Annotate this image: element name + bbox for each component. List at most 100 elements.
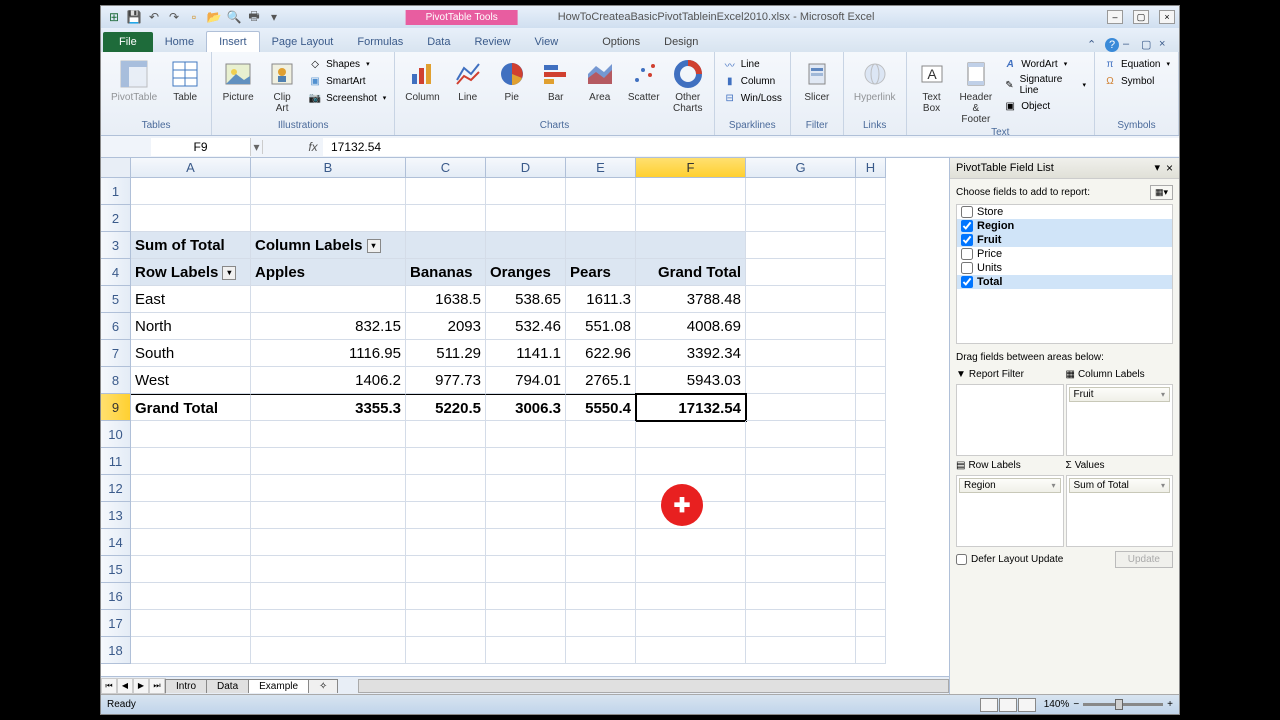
minimize-button[interactable]: – <box>1107 10 1123 24</box>
row-header[interactable]: 10 <box>101 421 131 448</box>
textbox-button[interactable]: AText Box <box>913 56 951 116</box>
normal-view-button[interactable] <box>980 698 998 712</box>
cell[interactable] <box>636 475 746 502</box>
field-item[interactable]: Units <box>957 261 1172 275</box>
cell[interactable] <box>856 232 886 259</box>
column-header[interactable]: H <box>856 158 886 178</box>
page-layout-view-button[interactable] <box>999 698 1017 712</box>
cell[interactable] <box>856 637 886 664</box>
cell[interactable]: 1116.95 <box>251 340 406 367</box>
cell[interactable] <box>746 286 856 313</box>
cell[interactable] <box>746 421 856 448</box>
cell[interactable] <box>486 556 566 583</box>
cell[interactable] <box>746 340 856 367</box>
minimize-ribbon-icon[interactable]: ⌃ <box>1087 38 1101 52</box>
row-header[interactable]: 3 <box>101 232 131 259</box>
area-chart-button[interactable]: Area <box>580 56 620 105</box>
row-header[interactable]: 5 <box>101 286 131 313</box>
cell[interactable]: 794.01 <box>486 367 566 394</box>
cell[interactable]: North <box>131 313 251 340</box>
cell[interactable] <box>566 448 636 475</box>
cell[interactable] <box>486 610 566 637</box>
cell[interactable] <box>131 610 251 637</box>
window-restore-icon[interactable]: ▢ <box>1141 38 1155 52</box>
field-item[interactable]: Region <box>957 219 1172 233</box>
cell[interactable] <box>856 529 886 556</box>
name-box[interactable]: F9 <box>151 138 251 156</box>
cell[interactable]: 2765.1 <box>566 367 636 394</box>
cell[interactable] <box>636 232 746 259</box>
close-button[interactable]: × <box>1159 10 1175 24</box>
formula-input[interactable]: 17132.54 <box>323 138 1179 156</box>
cell[interactable] <box>746 205 856 232</box>
cell[interactable] <box>251 178 406 205</box>
next-sheet-button[interactable]: ▶ <box>133 678 149 694</box>
shapes-button[interactable]: ◇Shapes▾ <box>306 56 388 72</box>
cell[interactable] <box>251 421 406 448</box>
cell[interactable] <box>486 529 566 556</box>
cell[interactable] <box>746 178 856 205</box>
column-header[interactable]: A <box>131 158 251 178</box>
pie-chart-button[interactable]: Pie <box>492 56 532 105</box>
cell[interactable]: 3355.3 <box>251 394 406 421</box>
spreadsheet-grid[interactable]: ABCDEFGH 123Sum of TotalColumn Labels▾4R… <box>101 158 949 676</box>
hyperlink-button[interactable]: Hyperlink <box>850 56 900 105</box>
cell[interactable]: 551.08 <box>566 313 636 340</box>
cell[interactable] <box>251 637 406 664</box>
cell[interactable] <box>406 232 486 259</box>
prev-sheet-button[interactable]: ◀ <box>117 678 133 694</box>
cell[interactable] <box>486 475 566 502</box>
cell[interactable]: Grand Total <box>636 259 746 286</box>
cell[interactable] <box>251 475 406 502</box>
cell[interactable] <box>856 502 886 529</box>
field-item[interactable]: Fruit <box>957 233 1172 247</box>
cell[interactable]: 977.73 <box>406 367 486 394</box>
new-icon[interactable]: ▫ <box>187 10 201 24</box>
cell[interactable] <box>746 502 856 529</box>
cell[interactable] <box>131 637 251 664</box>
qat-dropdown-icon[interactable]: ▾ <box>267 10 281 24</box>
cell[interactable] <box>486 205 566 232</box>
cell[interactable] <box>856 394 886 421</box>
field-checkbox[interactable] <box>961 276 973 288</box>
cell[interactable] <box>636 421 746 448</box>
cell[interactable] <box>131 502 251 529</box>
cell[interactable] <box>636 178 746 205</box>
cell[interactable]: 511.29 <box>406 340 486 367</box>
cell[interactable] <box>746 394 856 421</box>
cell[interactable] <box>566 556 636 583</box>
cell[interactable] <box>566 529 636 556</box>
row-header[interactable]: 14 <box>101 529 131 556</box>
help-icon[interactable]: ? <box>1105 38 1119 52</box>
screenshot-button[interactable]: 📷Screenshot▾ <box>306 90 388 106</box>
fields-box[interactable]: StoreRegionFruitPriceUnitsTotal <box>956 204 1173 344</box>
field-list-close-icon[interactable]: × <box>1166 161 1173 175</box>
save-icon[interactable]: 💾 <box>127 10 141 24</box>
tab-page-layout[interactable]: Page Layout <box>260 32 346 52</box>
cell[interactable] <box>856 205 886 232</box>
cell[interactable] <box>746 475 856 502</box>
row-header[interactable]: 9 <box>101 394 131 421</box>
cell[interactable] <box>251 610 406 637</box>
cell[interactable] <box>251 556 406 583</box>
cell[interactable]: 832.15 <box>251 313 406 340</box>
cell[interactable] <box>856 286 886 313</box>
cell[interactable]: 1611.3 <box>566 286 636 313</box>
zoom-slider[interactable] <box>1083 703 1163 706</box>
zoom-in-button[interactable]: + <box>1167 699 1173 710</box>
cell[interactable]: 5220.5 <box>406 394 486 421</box>
cell[interactable] <box>746 556 856 583</box>
cell[interactable] <box>746 583 856 610</box>
cell[interactable]: 532.46 <box>486 313 566 340</box>
row-header[interactable]: 2 <box>101 205 131 232</box>
column-chart-button[interactable]: Column <box>401 56 443 105</box>
tab-options[interactable]: Options <box>590 32 652 52</box>
cell[interactable] <box>746 529 856 556</box>
field-checkbox[interactable] <box>961 220 973 232</box>
area-item[interactable]: Sum of Total▾ <box>1069 478 1171 493</box>
cell[interactable] <box>486 232 566 259</box>
cell[interactable] <box>856 610 886 637</box>
signature-button[interactable]: ✎Signature Line▾ <box>1001 73 1088 97</box>
cell[interactable] <box>251 205 406 232</box>
picture-button[interactable]: Picture <box>218 56 258 105</box>
